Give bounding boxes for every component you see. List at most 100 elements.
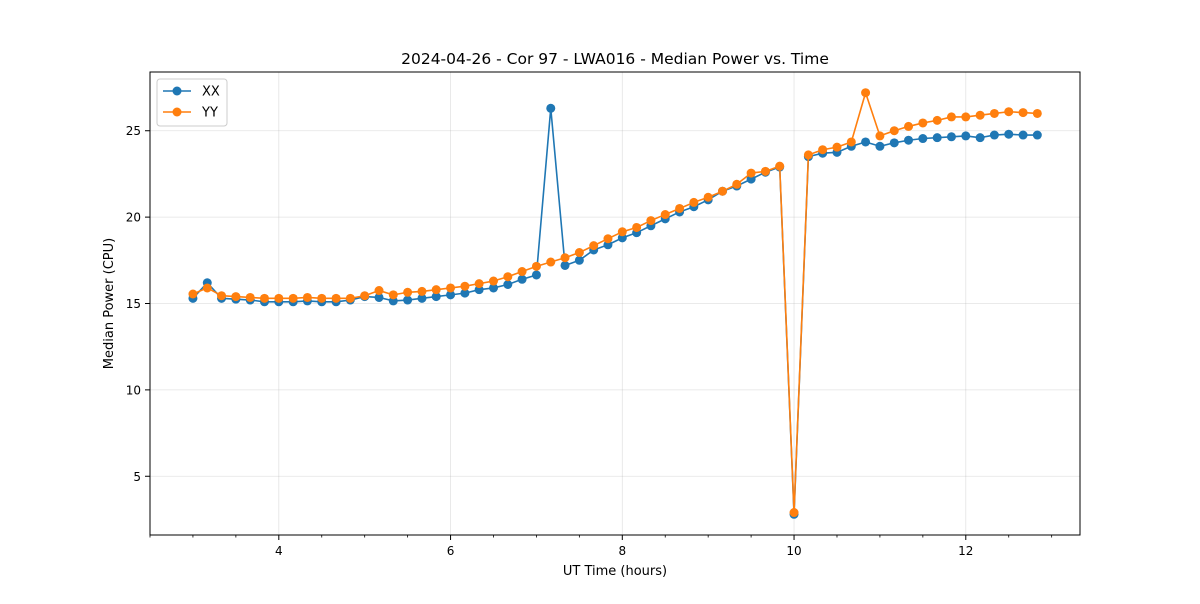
data-point-xx <box>488 283 498 293</box>
data-point-yy <box>861 88 871 98</box>
x-tick-label: 10 <box>786 544 801 558</box>
data-point-xx <box>417 293 427 303</box>
legend-marker-yy <box>172 107 182 117</box>
y-tick-label: 25 <box>126 124 141 138</box>
y-tick-label: 10 <box>126 383 141 397</box>
data-point-xx <box>861 137 871 147</box>
data-point-yy <box>760 166 770 176</box>
data-point-yy <box>245 292 255 302</box>
x-tick-label: 6 <box>447 544 455 558</box>
data-point-yy <box>975 110 985 120</box>
data-point-xx <box>517 274 527 284</box>
chart-title: 2024-04-26 - Cor 97 - LWA016 - Median Po… <box>401 50 829 68</box>
data-point-xx <box>574 255 584 265</box>
data-point-yy <box>517 267 527 277</box>
data-point-yy <box>846 137 856 147</box>
data-point-yy <box>932 115 942 125</box>
data-point-yy <box>589 241 599 251</box>
y-tick-label: 20 <box>126 211 141 225</box>
legend-label-yy: YY <box>201 106 218 121</box>
data-point-yy <box>360 291 370 301</box>
data-point-yy <box>718 186 728 196</box>
y-tick-label: 15 <box>126 297 141 311</box>
data-point-xx <box>918 134 928 144</box>
data-point-yy <box>531 261 541 271</box>
data-point-yy <box>274 293 284 303</box>
data-point-xx <box>531 270 541 280</box>
legend-marker-xx <box>172 86 182 96</box>
data-point-yy <box>803 150 813 160</box>
data-point-yy <box>646 216 656 226</box>
data-point-yy <box>345 293 355 303</box>
data-point-yy <box>331 293 341 303</box>
data-point-yy <box>288 293 298 303</box>
data-point-yy <box>818 145 828 155</box>
data-point-yy <box>660 210 670 220</box>
data-point-yy <box>789 508 799 518</box>
data-point-xx <box>989 130 999 140</box>
data-point-yy <box>746 168 756 178</box>
data-point-yy <box>417 286 427 296</box>
data-point-yy <box>403 287 413 297</box>
data-point-yy <box>989 108 999 118</box>
data-point-xx <box>374 292 384 302</box>
data-point-yy <box>703 192 713 202</box>
data-point-yy <box>617 227 627 237</box>
x-tick-label: 12 <box>958 544 973 558</box>
data-point-xx <box>932 133 942 143</box>
data-point-xx <box>946 132 956 142</box>
data-point-yy <box>188 289 198 299</box>
data-point-yy <box>775 161 785 171</box>
x-tick-label: 8 <box>618 544 626 558</box>
data-point-xx <box>875 141 885 151</box>
data-point-yy <box>317 293 327 303</box>
data-point-yy <box>431 285 441 295</box>
axis-layer: 4 6 8 10 12 5 10 15 20 25 <box>126 124 1053 558</box>
y-axis-label: Median Power (CPU) <box>102 238 117 369</box>
data-point-yy <box>832 142 842 152</box>
data-point-yy <box>675 203 685 213</box>
data-point-xx <box>546 103 556 113</box>
data-point-yy <box>904 121 914 131</box>
data-point-yy <box>231 292 241 302</box>
data-point-xx <box>889 138 899 148</box>
x-tick-label: 4 <box>275 544 283 558</box>
x-axis-label: UT Time (hours) <box>563 564 667 579</box>
data-point-yy <box>961 112 971 122</box>
data-point-yy <box>460 281 470 291</box>
data-point-yy <box>1018 108 1028 118</box>
data-point-xx <box>431 292 441 302</box>
data-point-yy <box>603 234 613 244</box>
legend: XX YY <box>156 78 228 127</box>
data-point-xx <box>975 133 985 143</box>
data-point-yy <box>632 222 642 232</box>
data-point-yy <box>560 253 570 263</box>
data-point-xx <box>560 260 570 270</box>
data-point-yy <box>259 293 269 303</box>
data-point-yy <box>474 279 484 289</box>
data-point-xx <box>904 135 914 145</box>
data-point-yy <box>574 248 584 258</box>
data-point-xx <box>460 288 470 298</box>
data-point-yy <box>374 286 384 296</box>
data-point-yy <box>388 290 398 300</box>
data-point-yy <box>889 126 899 136</box>
data-point-yy <box>875 131 885 141</box>
data-point-yy <box>732 179 742 189</box>
data-point-yy <box>202 283 212 293</box>
data-point-yy <box>1032 108 1042 118</box>
data-point-yy <box>689 197 699 207</box>
data-point-xx <box>503 280 513 289</box>
data-point-xx <box>403 295 413 305</box>
data-point-xx <box>446 290 456 300</box>
data-point-yy <box>503 272 513 282</box>
data-point-yy <box>488 276 498 286</box>
data-point-xx <box>961 131 971 141</box>
data-point-xx <box>1018 130 1028 140</box>
data-point-xx <box>1004 129 1014 139</box>
data-point-yy <box>918 118 928 128</box>
data-point-yy <box>446 283 456 293</box>
data-point-yy <box>546 257 556 267</box>
